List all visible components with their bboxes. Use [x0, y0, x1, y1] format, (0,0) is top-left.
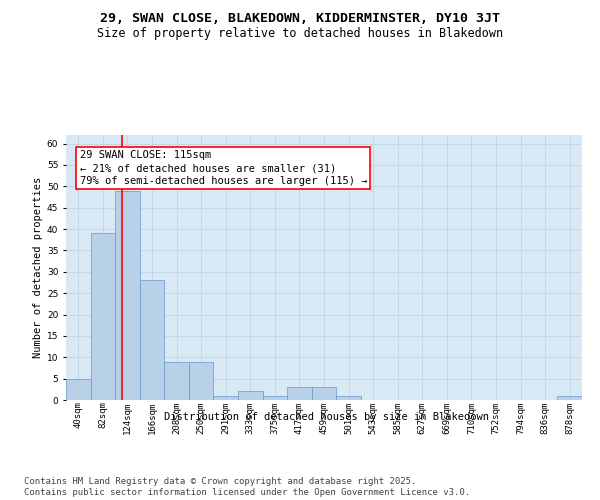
Bar — [66, 378, 91, 400]
Y-axis label: Number of detached properties: Number of detached properties — [32, 177, 43, 358]
Bar — [91, 234, 115, 400]
Text: Contains HM Land Registry data © Crown copyright and database right 2025.
Contai: Contains HM Land Registry data © Crown c… — [24, 478, 470, 497]
Bar — [287, 387, 312, 400]
Bar — [164, 362, 189, 400]
Bar — [336, 396, 361, 400]
Bar — [557, 396, 582, 400]
Bar — [263, 396, 287, 400]
Text: 29, SWAN CLOSE, BLAKEDOWN, KIDDERMINSTER, DY10 3JT: 29, SWAN CLOSE, BLAKEDOWN, KIDDERMINSTER… — [100, 12, 500, 26]
Bar — [115, 190, 140, 400]
Text: 29 SWAN CLOSE: 115sqm
← 21% of detached houses are smaller (31)
79% of semi-deta: 29 SWAN CLOSE: 115sqm ← 21% of detached … — [80, 150, 367, 186]
Bar — [312, 387, 336, 400]
Bar — [189, 362, 214, 400]
Text: Size of property relative to detached houses in Blakedown: Size of property relative to detached ho… — [97, 28, 503, 40]
Bar — [214, 396, 238, 400]
Text: Distribution of detached houses by size in Blakedown: Distribution of detached houses by size … — [164, 412, 490, 422]
Bar — [238, 392, 263, 400]
Bar — [140, 280, 164, 400]
